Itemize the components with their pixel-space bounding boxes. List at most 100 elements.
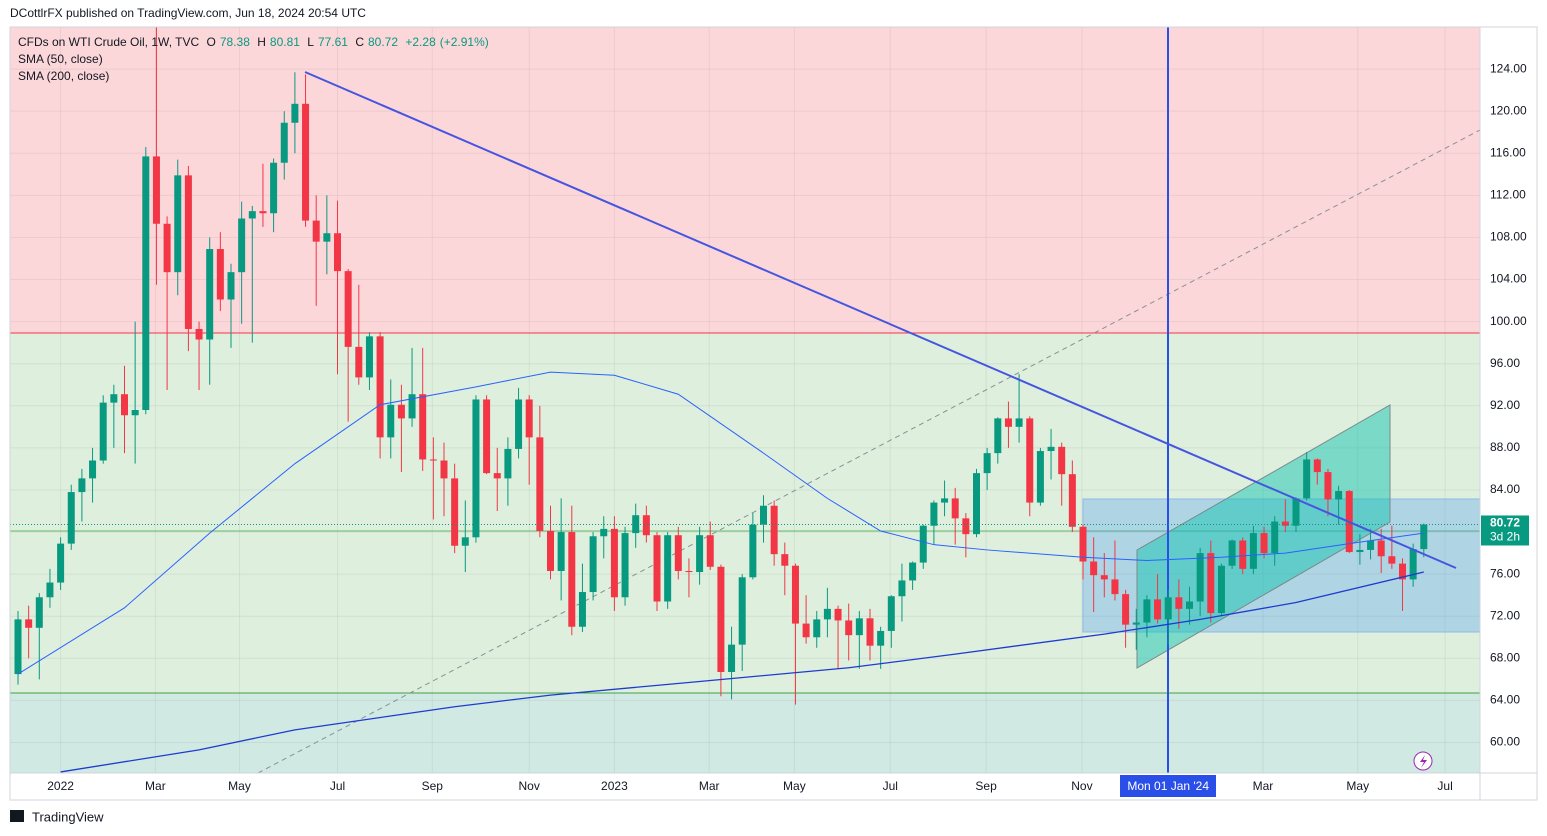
zone-red [10,27,1480,333]
candle-body [728,644,736,672]
last-price: 80.72 [1490,516,1520,530]
candle-body [791,565,799,624]
legend-sma: SMA (50, close) [18,52,103,66]
ohlc-value: 77.61 [317,35,348,49]
candle-body [152,156,160,224]
candle-body [1399,563,1406,580]
candle-body [589,536,597,593]
candle-body [1409,549,1417,580]
candle-body [355,346,363,378]
x-tick-label: 2023 [601,779,628,793]
candle-body [855,618,863,636]
candle-body [674,535,682,571]
candle-body [14,619,22,675]
candle-body [738,577,746,645]
y-tick-label: 92.00 [1490,398,1520,412]
ohlc-value: 78.38 [219,35,250,49]
candle-body [89,460,97,479]
candle-body [653,535,661,602]
candle-body [600,528,608,537]
candle-body [1079,526,1087,562]
candle-body [1292,498,1300,526]
candle-body [1175,597,1183,609]
candle-body [1335,491,1343,500]
candle-body [547,530,554,571]
candle-body [78,478,86,493]
candle-body [1207,553,1215,614]
candle-body [1377,540,1385,557]
zone-teal [10,693,1480,773]
x-tick-label: Sep [422,779,444,793]
y-tick-label: 100.00 [1490,314,1527,328]
y-tick-label: 60.00 [1490,735,1520,749]
change-pct: (+2.91%) [439,35,489,49]
y-tick-label: 116.00 [1490,145,1526,159]
sma-line [17,371,1424,675]
candle-body [1111,579,1119,595]
y-tick-label: 108.00 [1490,230,1527,244]
candle-body [696,535,704,573]
candle-body [1004,418,1012,427]
candle-body [749,524,757,578]
candle-body [515,399,523,449]
candle-body [1196,553,1204,602]
candle-body [440,460,448,479]
candle-body [834,608,842,621]
y-tick-label: 96.00 [1490,356,1520,370]
candle-body [1132,622,1140,625]
candle-body [163,223,171,273]
candle-body [951,498,959,519]
last-price-box [1481,515,1529,546]
candle-body [312,220,320,242]
candle-body [1420,524,1428,550]
ohlc-prefix: L [307,35,314,49]
candle-body [536,437,544,531]
ohlc-prefix: C [355,35,364,49]
candle-body [813,619,821,638]
candle-body [1313,459,1321,473]
candle-body [1356,549,1364,553]
candle-body [365,336,373,378]
candle-body [1186,601,1193,609]
candle-body [334,233,341,272]
candle-body [1388,556,1396,564]
candle-body [642,515,650,536]
x-tick-label: Mar [1253,779,1274,793]
ohlc-prefix: H [257,35,266,49]
candle-body [429,459,437,461]
candle-body [898,580,906,597]
candle-body [121,394,128,416]
x-tick-label: May [783,779,806,793]
y-tick-label: 84.00 [1490,482,1520,496]
candle-body [1324,472,1332,500]
candle-body [57,543,65,583]
legend-sma: SMA (200, close) [18,69,110,83]
ohlc-value: 80.72 [368,35,399,49]
candle-body [994,418,1002,454]
candle-body [770,505,778,555]
candle-body [983,453,991,474]
x-tick-label: Nov [519,779,540,793]
candle-body [238,218,246,273]
x-tick-label: Sep [975,779,997,793]
candle-body [1228,540,1236,566]
countdown: 3d 2h [1490,530,1520,544]
y-tick-label: 124.00 [1490,61,1527,75]
candle-body [291,103,299,123]
alert-icon [1420,755,1427,768]
candle-body [632,515,640,534]
candle-body [887,596,895,631]
candle-body [706,535,714,567]
candle-body [1036,451,1044,503]
candle-body [227,272,235,300]
candle-body [110,394,118,403]
candle-body [1249,533,1257,569]
candle-body [67,492,75,544]
x-tick-label: Jul [330,779,345,793]
candle-body [206,249,214,340]
candle-body [1367,540,1375,550]
candle-body [973,473,980,535]
candle-body [1122,594,1130,625]
candle-body [259,211,267,214]
